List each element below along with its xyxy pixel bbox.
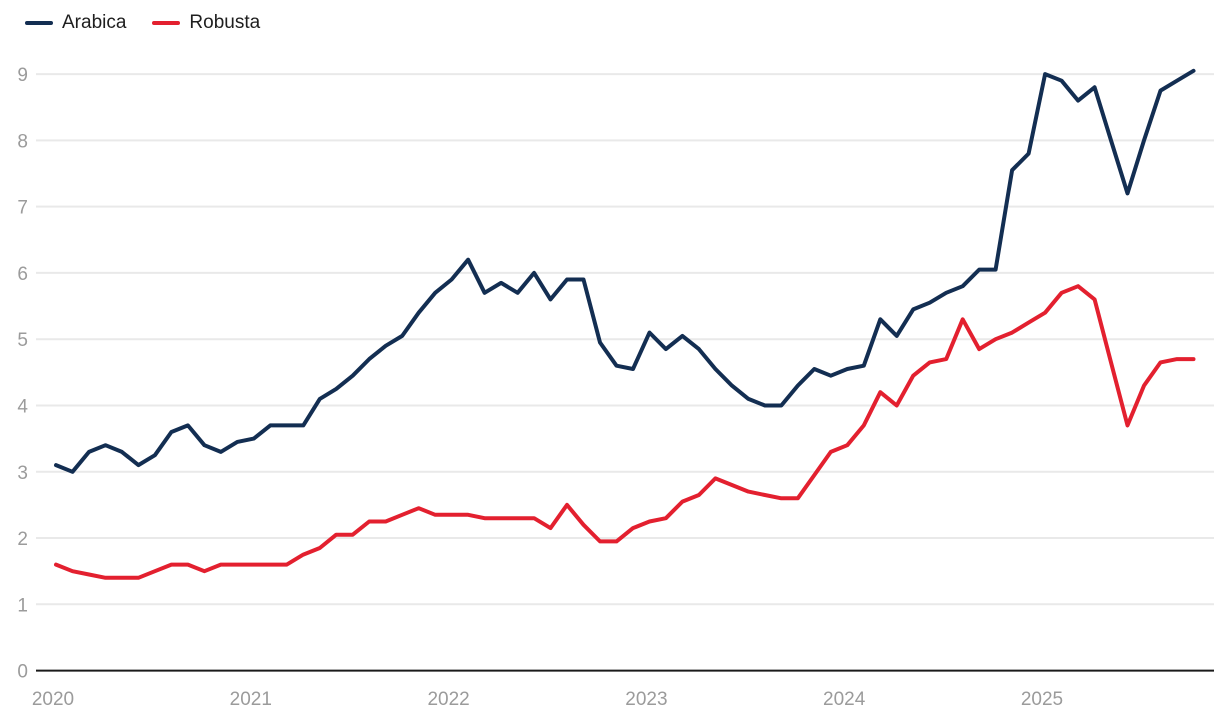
x-axis-labels: 2020 2021 2022 2023 2024 2025	[32, 689, 1063, 710]
y-tick-label-0: 0	[17, 662, 28, 683]
legend-label-robusta: Robusta	[189, 12, 261, 33]
legend: Arabica Robusta	[25, 13, 260, 32]
data-series	[54, 68, 1196, 580]
gridlines	[36, 73, 1214, 606]
y-tick-label-5: 5	[17, 330, 28, 351]
series-line-arabica	[54, 68, 1196, 474]
y-tick-label-8: 8	[17, 131, 28, 152]
x-tick-label-2022: 2022	[427, 689, 469, 710]
x-tick-label-2021: 2021	[230, 689, 272, 710]
y-axis-labels: 0 1 2 3 4 5 6 7 8 9	[17, 65, 28, 683]
x-tick-label-2020: 2020	[32, 689, 74, 710]
arabica-line-swatch	[25, 20, 53, 25]
y-tick-label-4: 4	[17, 397, 28, 418]
x-tick-label-2024: 2024	[823, 689, 866, 710]
y-tick-label-3: 3	[17, 463, 28, 484]
x-tick-label-2025: 2025	[1021, 689, 1063, 710]
y-tick-label-9: 9	[17, 65, 28, 86]
robusta-line-swatch	[152, 20, 181, 25]
legend-item-robusta: Robusta	[152, 13, 260, 32]
legend-label-arabica: Arabica	[62, 12, 127, 33]
y-tick-label-2: 2	[17, 529, 28, 550]
legend-item-arabica: Arabica	[25, 13, 126, 32]
y-tick-label-6: 6	[17, 264, 28, 285]
x-tick-label-2023: 2023	[625, 689, 667, 710]
y-tick-label-1: 1	[17, 595, 28, 616]
y-tick-label-7: 7	[17, 198, 28, 219]
series-line-robusta	[54, 284, 1196, 580]
